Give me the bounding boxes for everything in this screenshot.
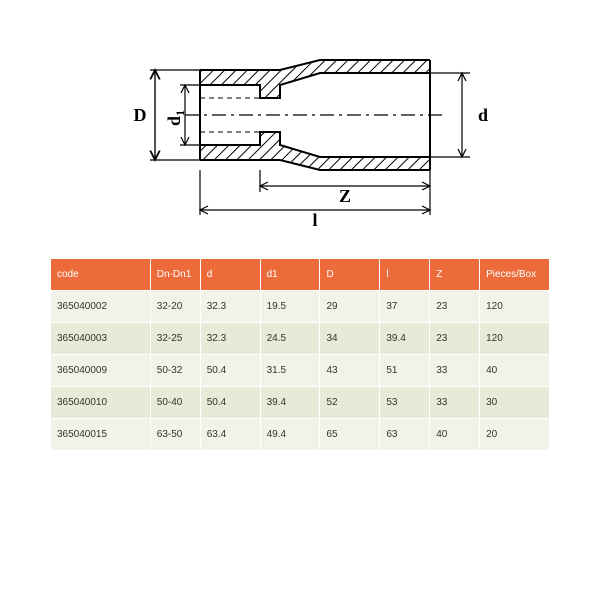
cell-l: 53: [380, 387, 430, 419]
table-row: 36504000332-2532.324.53439.423120: [51, 323, 550, 355]
cell-Z: 23: [430, 323, 480, 355]
cell-d1: 31.5: [260, 355, 320, 387]
table-row: 36504001050-4050.439.452533330: [51, 387, 550, 419]
cell-d1: 19.5: [260, 291, 320, 323]
cell-dn: 50-32: [150, 355, 200, 387]
cell-D: 52: [320, 387, 380, 419]
cell-code: 365040009: [51, 355, 151, 387]
cell-code: 365040010: [51, 387, 151, 419]
cell-D: 65: [320, 419, 380, 451]
cell-D: 43: [320, 355, 380, 387]
dim-label-Z: Z: [339, 186, 351, 206]
dim-label-d: d: [478, 105, 488, 125]
cell-Z: 33: [430, 355, 480, 387]
cell-d1: 49.4: [260, 419, 320, 451]
cell-d: 32.3: [200, 323, 260, 355]
cell-dn: 63-50: [150, 419, 200, 451]
cell-l: 63: [380, 419, 430, 451]
cell-d1: 39.4: [260, 387, 320, 419]
table-row: 36504000232-2032.319.5293723120: [51, 291, 550, 323]
reducer-section-diagram: D d1 d Z l: [0, 0, 590, 220]
col-code: code: [51, 259, 151, 291]
cell-d: 50.4: [200, 355, 260, 387]
cell-dn: 32-20: [150, 291, 200, 323]
cell-dn: 50-40: [150, 387, 200, 419]
cell-d: 32.3: [200, 291, 260, 323]
cell-l: 51: [380, 355, 430, 387]
cell-pcsbox: 40: [480, 355, 550, 387]
cell-code: 365040003: [51, 323, 151, 355]
cell-code: 365040002: [51, 291, 151, 323]
cell-pcsbox: 30: [480, 387, 550, 419]
cell-D: 34: [320, 323, 380, 355]
spec-table: code Dn-Dn1 d d1 D l Z Pieces/Box 365040…: [50, 258, 550, 451]
col-pcsbox: Pieces/Box: [480, 259, 550, 291]
col-d: d: [200, 259, 260, 291]
cell-d: 63.4: [200, 419, 260, 451]
cell-l: 39.4: [380, 323, 430, 355]
cell-d1: 24.5: [260, 323, 320, 355]
col-Z: Z: [430, 259, 480, 291]
table-row: 36504000950-3250.431.543513340: [51, 355, 550, 387]
cell-pcsbox: 120: [480, 323, 550, 355]
cell-pcsbox: 20: [480, 419, 550, 451]
cell-pcsbox: 120: [480, 291, 550, 323]
cell-Z: 23: [430, 291, 480, 323]
cell-Z: 40: [430, 419, 480, 451]
col-l: l: [380, 259, 430, 291]
col-d1: d1: [260, 259, 320, 291]
cell-dn: 32-25: [150, 323, 200, 355]
dimensions-table: code Dn-Dn1 d d1 D l Z Pieces/Box 365040…: [50, 258, 550, 451]
col-D: D: [320, 259, 380, 291]
dim-label-D: D: [134, 105, 147, 125]
table-header-row: code Dn-Dn1 d d1 D l Z Pieces/Box: [51, 259, 550, 291]
table-row: 36504001563-5063.449.465634020: [51, 419, 550, 451]
cell-l: 37: [380, 291, 430, 323]
cell-code: 365040015: [51, 419, 151, 451]
dim-label-l: l: [312, 210, 317, 230]
cell-D: 29: [320, 291, 380, 323]
col-dn: Dn-Dn1: [150, 259, 200, 291]
cell-d: 50.4: [200, 387, 260, 419]
dim-label-d1: d1: [164, 110, 187, 126]
cell-Z: 33: [430, 387, 480, 419]
